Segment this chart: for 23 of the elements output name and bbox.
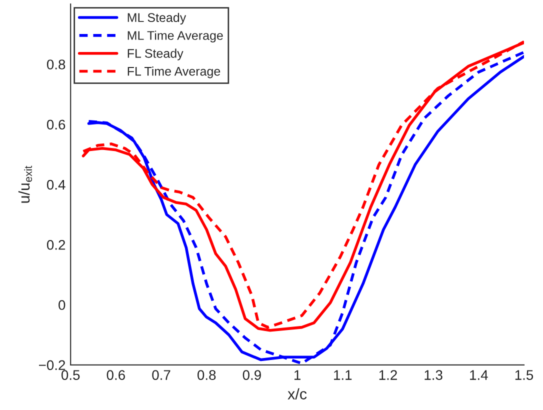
y-tick-label: 0.8	[46, 60, 66, 70]
legend-label: ML Steady	[128, 12, 186, 24]
x-axis-title: x/c	[288, 388, 307, 400]
x-tick-label: 1	[294, 370, 300, 380]
y-tick-label: 0.2	[46, 240, 66, 250]
x-tick-label: 1.4	[470, 370, 488, 380]
y-tick-label: 0.6	[46, 120, 66, 130]
x-tick-label: 0.7	[152, 370, 170, 380]
legend-label: ML Time Average	[128, 30, 223, 42]
x-tick-label: 0.9	[242, 370, 261, 380]
y-tick-label: 0.4	[46, 180, 66, 190]
y-tick-label: −0.2	[38, 360, 66, 370]
legend-label: FL Steady	[128, 48, 184, 60]
legend-label: FL Time Average	[128, 66, 220, 78]
y-axis-title: u/u$_{exit}$	[18, 166, 32, 203]
x-tick-label: 0.5	[61, 370, 80, 380]
x-tick-label: 1.5	[515, 370, 534, 380]
y-tick-label: 0	[58, 300, 66, 310]
x-tick-label: 1.1	[334, 370, 352, 380]
x-tick-label: 0.8	[198, 370, 216, 380]
x-tick-label: 1.3	[424, 370, 442, 380]
x-tick-label: 1.2	[379, 370, 397, 380]
x-tick-label: 0.6	[106, 370, 125, 380]
